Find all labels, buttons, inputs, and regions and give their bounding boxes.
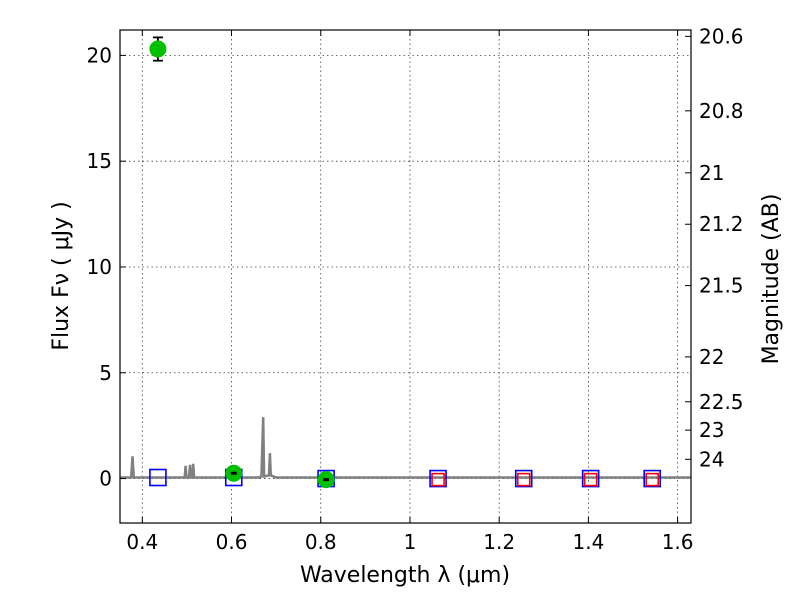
y-axis-label: Flux Fν ( μJy ) xyxy=(49,201,74,350)
upper-limit-square xyxy=(431,472,445,487)
grid-lines xyxy=(120,30,691,523)
upper-limit-square xyxy=(516,472,531,487)
upper-limit-square xyxy=(645,472,659,487)
x-tick-label: 1.6 xyxy=(662,530,694,554)
mag-tick-label: 21.2 xyxy=(699,212,744,236)
model-photometry-square xyxy=(429,469,447,488)
x-tick-label: 0.4 xyxy=(126,530,158,554)
y-tick-label: 5 xyxy=(99,361,112,385)
x-tick-label: 1 xyxy=(404,530,417,554)
mag-tick-label: 20.6 xyxy=(699,24,744,48)
observed-flux-point xyxy=(149,40,167,58)
y-tick-label: 0 xyxy=(99,467,112,491)
plot-frame xyxy=(119,29,692,524)
model-spectrum-line xyxy=(120,417,691,479)
x-tick-label: 1.2 xyxy=(483,530,515,554)
x-axis-label: Wavelength λ (μm) xyxy=(300,563,510,588)
model-photometry-square xyxy=(149,468,167,487)
right-axis-label: Magnitude (AB) xyxy=(759,194,784,365)
mag-tick-label: 23 xyxy=(699,418,724,442)
y-tick-label: 10 xyxy=(87,255,112,279)
model-photometry-square xyxy=(514,469,533,488)
model-photometry-square xyxy=(643,469,661,488)
mag-tick-label: 24 xyxy=(699,447,724,471)
y-tick-label: 15 xyxy=(87,149,112,173)
mag-tick-label: 22 xyxy=(699,345,724,369)
x-tick-label: 0.6 xyxy=(216,530,248,554)
model-photometry-square xyxy=(581,469,600,488)
y-tick-label: 20 xyxy=(87,43,112,67)
mag-tick-label: 21 xyxy=(699,161,724,185)
x-tick-label: 0.8 xyxy=(305,530,337,554)
mag-tick-label: 20.8 xyxy=(699,99,744,123)
mag-tick-label: 22.5 xyxy=(699,390,744,414)
mag-tick-label: 21.5 xyxy=(699,274,744,298)
upper-limit-square xyxy=(583,472,598,487)
data-series xyxy=(120,36,691,489)
plot-background xyxy=(120,30,691,523)
x-tick-label: 1.4 xyxy=(572,530,604,554)
axis-ticks: 0.4 0.6 0.8 1 1.2 1.4 1.6 0 5 10 15 20 20.6 20.8 21 21.… xyxy=(87,24,744,554)
